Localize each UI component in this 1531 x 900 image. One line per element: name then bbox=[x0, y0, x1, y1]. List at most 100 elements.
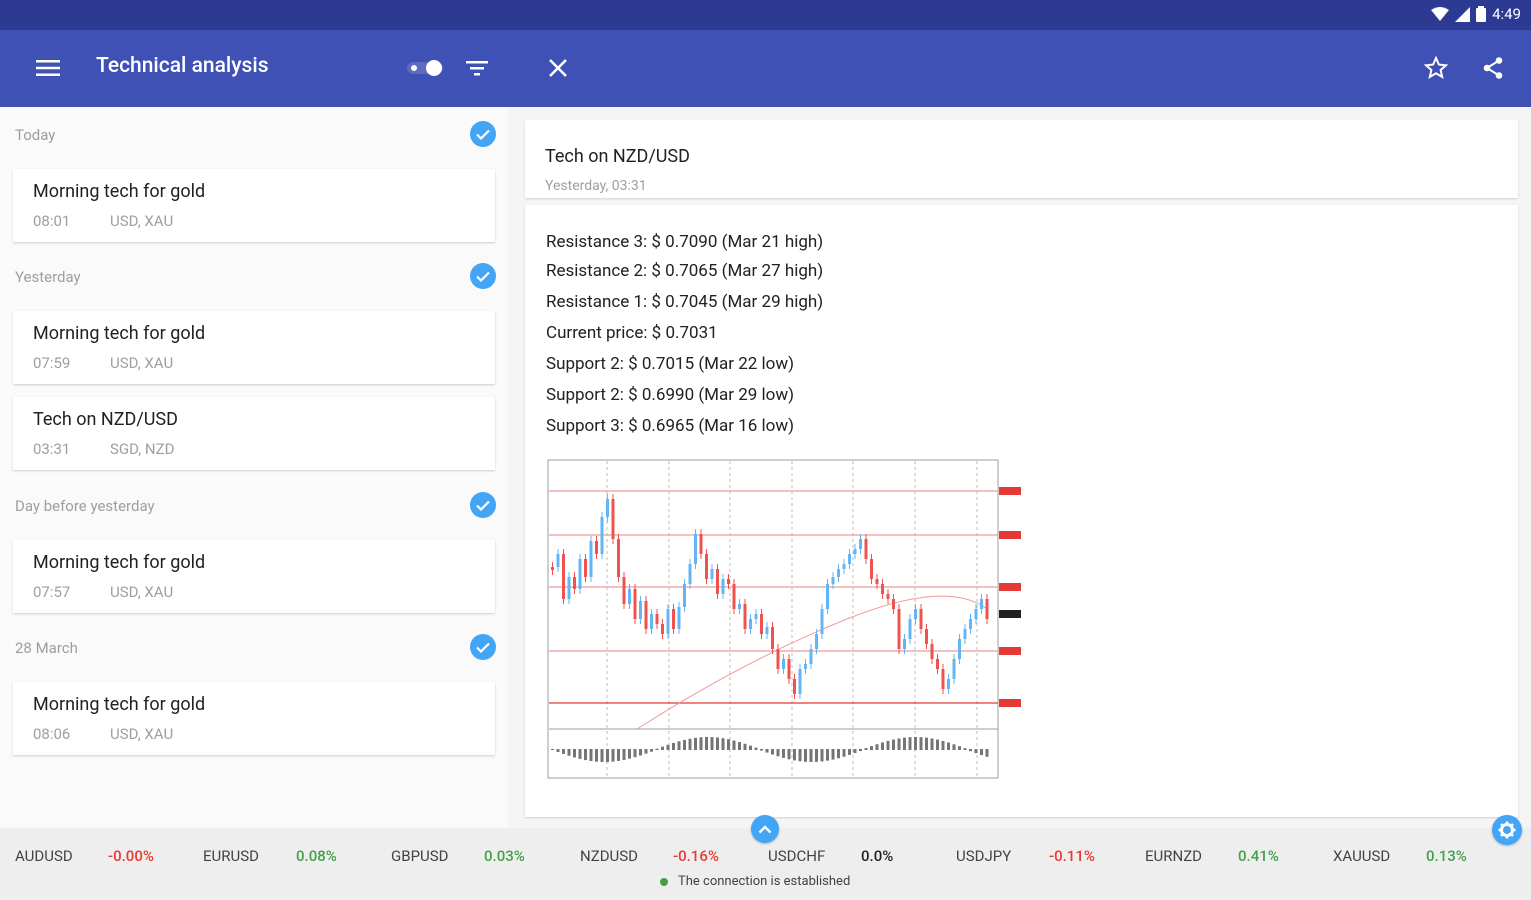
ticker-symbol[interactable]: USDCHF bbox=[768, 847, 826, 865]
chart-oscillator-bar bbox=[688, 738, 692, 750]
chart-oscillator-bar bbox=[980, 749, 983, 756]
list-item[interactable]: Morning tech for gold 08:01 USD, XAU bbox=[13, 169, 495, 242]
article-detail: Tech on NZD/USD Yesterday, 03:31 Resista… bbox=[508, 107, 1531, 828]
chart-oscillator-bar bbox=[677, 741, 681, 750]
chart-candle bbox=[804, 664, 807, 669]
ticker-change: -0.00% bbox=[108, 847, 154, 865]
article-list: Today Morning tech for gold 08:01 USD, X… bbox=[0, 107, 508, 828]
chart-candle bbox=[930, 644, 934, 659]
ticker-change: 0.0% bbox=[861, 847, 894, 865]
chart-oscillator-bar bbox=[606, 749, 609, 762]
ticker-change: 0.41% bbox=[1238, 847, 1279, 865]
ticker-change: 0.13% bbox=[1426, 847, 1467, 865]
chart-oscillator-bar bbox=[947, 742, 950, 750]
ticker-symbol[interactable]: NZDUSD bbox=[580, 847, 639, 865]
chart-candle bbox=[705, 554, 708, 579]
ticker-symbol[interactable]: EURNZD bbox=[1145, 847, 1203, 865]
section-header-today: Today bbox=[15, 126, 56, 144]
chart-candle bbox=[859, 539, 862, 549]
section-check-yesterday[interactable] bbox=[470, 263, 496, 289]
list-item[interactable]: Morning tech for gold 07:59 USD, XAU bbox=[13, 311, 495, 384]
ticker-symbol[interactable]: USDJPY bbox=[956, 847, 1012, 865]
section-check-today[interactable] bbox=[470, 121, 496, 147]
chart-candle bbox=[754, 614, 758, 619]
share-icon bbox=[1483, 57, 1503, 79]
chart-oscillator-bar bbox=[716, 737, 719, 750]
ticker-symbol[interactable]: XAUUSD bbox=[1333, 847, 1391, 865]
chart-oscillator-bar bbox=[903, 737, 906, 750]
favorite-button[interactable] bbox=[1416, 48, 1456, 88]
list-item-tags: SGD, NZD bbox=[110, 440, 175, 458]
chart-oscillator-bar bbox=[595, 749, 598, 762]
chart-candle bbox=[650, 614, 653, 629]
signal-icon bbox=[1455, 6, 1471, 22]
chart-oscillator-bar bbox=[881, 742, 884, 750]
chart-oscillator-bar bbox=[600, 749, 604, 762]
section-check-day-before-yesterday[interactable] bbox=[470, 492, 496, 518]
menu-button[interactable] bbox=[28, 48, 68, 88]
filter-button[interactable] bbox=[457, 48, 497, 88]
ticker-symbol[interactable]: EURUSD bbox=[203, 847, 259, 865]
ticker-symbol[interactable]: GBPUSD bbox=[391, 847, 449, 865]
close-button[interactable] bbox=[538, 48, 578, 88]
chart-oscillator-bar bbox=[974, 749, 978, 754]
chart-oscillator-bar bbox=[908, 737, 912, 750]
toggle-button[interactable] bbox=[405, 48, 445, 88]
section-header-yesterday: Yesterday bbox=[15, 268, 81, 286]
list-item[interactable]: Morning tech for gold 07:57 USD, XAU bbox=[13, 540, 495, 613]
ticker-symbol[interactable]: AUDUSD bbox=[15, 847, 73, 865]
chart-candle bbox=[980, 599, 983, 609]
list-item[interactable]: Morning tech for gold 08:06 USD, XAU bbox=[13, 682, 495, 755]
chart-oscillator-bar bbox=[826, 749, 829, 761]
chart-oscillator-bar bbox=[870, 746, 873, 750]
list-item-title: Morning tech for gold bbox=[33, 694, 206, 715]
chart-candle bbox=[666, 609, 670, 634]
chart-oscillator-bar bbox=[782, 749, 785, 758]
list-item-time: 08:01 bbox=[33, 212, 71, 230]
chart-candle bbox=[639, 601, 642, 619]
expand-ticker-button[interactable] bbox=[751, 815, 779, 843]
section-check-28-march[interactable] bbox=[470, 634, 496, 660]
level-line: Support 2: $ 0.6990 (Mar 29 low) bbox=[546, 385, 795, 405]
ticker-change: -0.16% bbox=[673, 847, 719, 865]
chart-oscillator-bar bbox=[848, 749, 851, 755]
level-line: Support 2: $ 0.7015 (Mar 22 low) bbox=[546, 354, 795, 374]
chart-candle bbox=[738, 604, 741, 609]
chart-candle bbox=[606, 499, 609, 517]
share-button[interactable] bbox=[1473, 48, 1513, 88]
chart-oscillator-bar bbox=[738, 742, 741, 750]
detail-body: Resistance 3: $ 0.7090 (Mar 21 high) Res… bbox=[525, 205, 1518, 817]
chart-oscillator-bar bbox=[958, 746, 961, 750]
chart-candle bbox=[551, 567, 554, 570]
chart-oscillator-bar bbox=[639, 749, 642, 756]
status-icons: 4:49 bbox=[1431, 5, 1521, 23]
chart-oscillator-bar bbox=[914, 737, 917, 750]
chart-candle bbox=[595, 541, 598, 554]
chart-oscillator-bar bbox=[644, 749, 648, 754]
chart-candle bbox=[655, 614, 659, 624]
chart-candle bbox=[644, 601, 648, 629]
chart-candle bbox=[578, 559, 582, 589]
settings-button[interactable] bbox=[1492, 815, 1522, 845]
app-bar-detail-section bbox=[515, 30, 1531, 107]
chart-oscillator-bar bbox=[727, 739, 730, 750]
chart-oscillator-bar bbox=[831, 749, 835, 760]
chart-oscillator-bar bbox=[837, 749, 840, 759]
chart-candle bbox=[589, 541, 593, 577]
chart-oscillator-bar bbox=[617, 749, 620, 761]
chart-candle bbox=[820, 609, 824, 634]
chart-oscillator-bar bbox=[842, 749, 846, 757]
chart-oscillator-bar bbox=[666, 744, 670, 750]
chevron-up-icon bbox=[758, 824, 772, 833]
chart-oscillator-bar bbox=[743, 743, 747, 750]
chart-candle bbox=[617, 539, 620, 577]
chart-candle bbox=[765, 627, 769, 634]
chart-candle bbox=[732, 584, 736, 609]
level-line: Resistance 2: $ 0.7065 (Mar 27 high) bbox=[546, 261, 824, 281]
chart-candle bbox=[914, 609, 917, 619]
chart-candle bbox=[633, 589, 637, 619]
list-item-time: 07:59 bbox=[33, 354, 71, 372]
list-item-tags: USD, XAU bbox=[110, 583, 174, 601]
chart-candle bbox=[628, 589, 631, 604]
list-item[interactable]: Tech on NZD/USD 03:31 SGD, NZD bbox=[13, 397, 495, 470]
